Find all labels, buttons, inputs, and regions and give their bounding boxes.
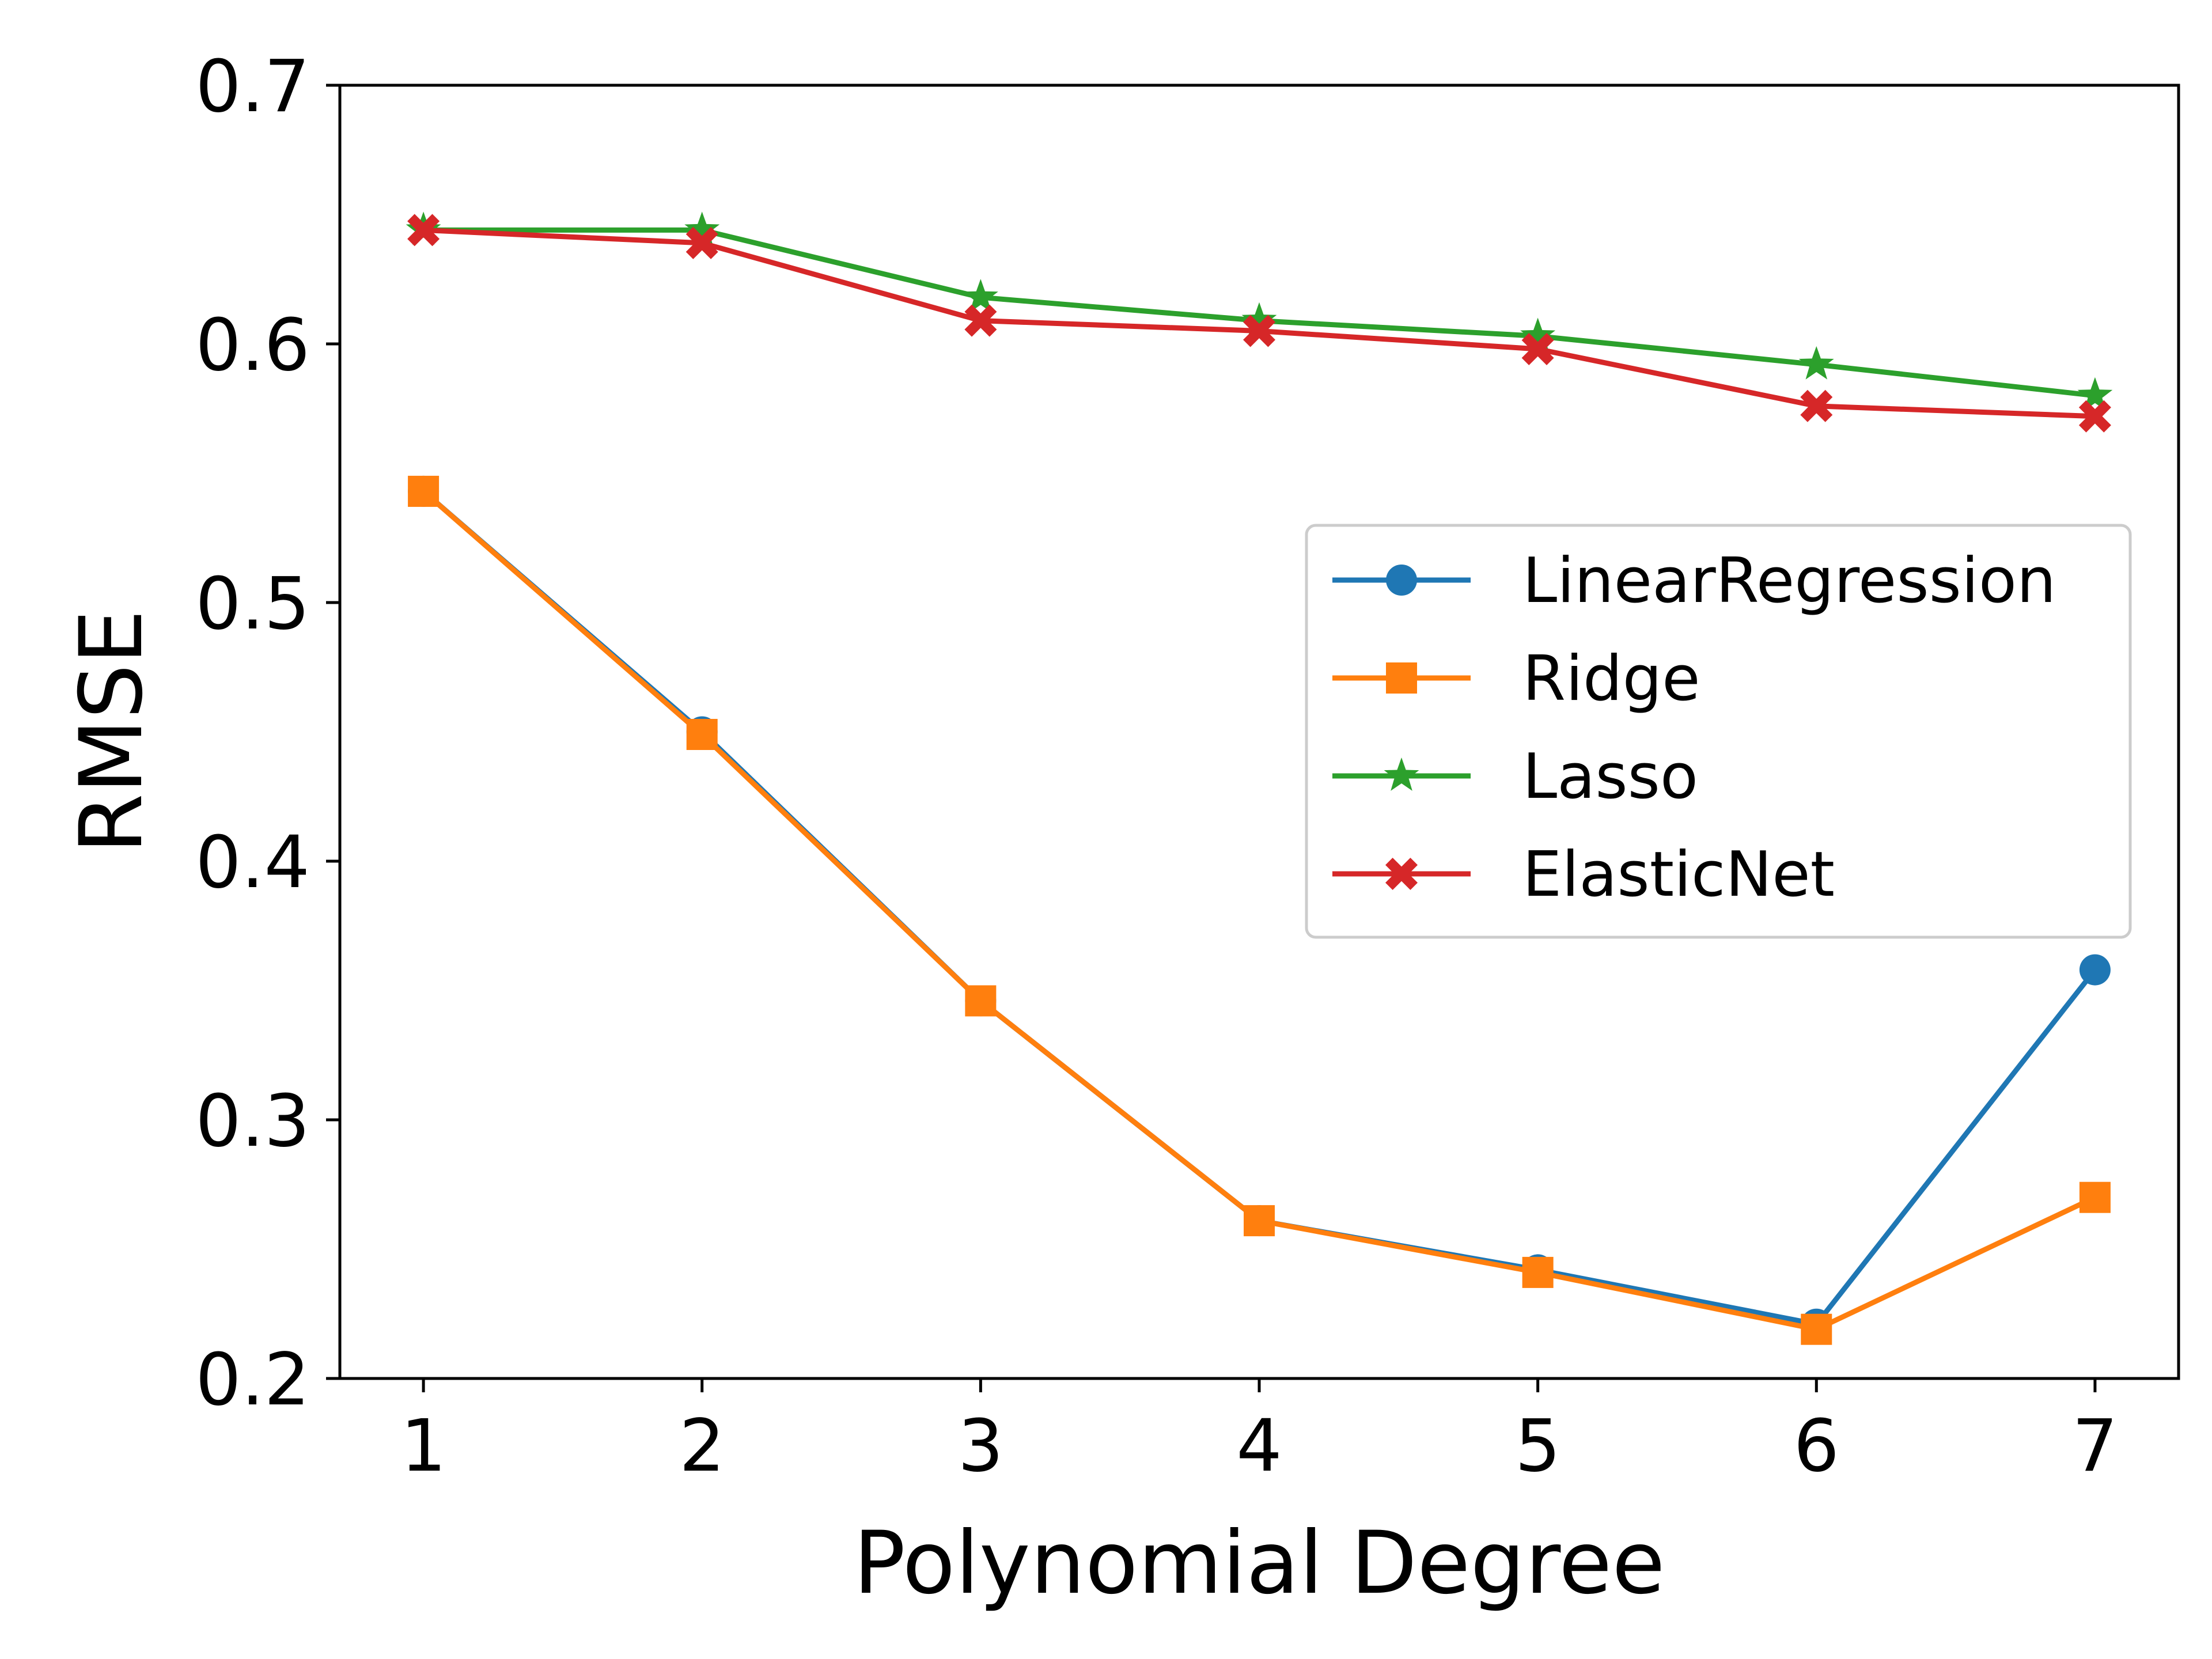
elasticnet-point	[1243, 315, 1275, 347]
legend-label: LinearRegression	[1522, 545, 2056, 617]
linearregression-point	[2079, 954, 2111, 986]
ridge-point	[408, 475, 440, 507]
elasticnet-point	[407, 214, 440, 247]
legend-swatch-marker	[1384, 757, 1419, 791]
ridge-point	[1801, 1313, 1832, 1345]
y-tick-label: 0.4	[195, 821, 310, 904]
ridge-point	[2079, 1181, 2111, 1213]
ticks-layer: 1 2 3 4 5 6 7 0.2 0.3 0.4 0.5 0.6 0.7	[195, 45, 2118, 1488]
ridge-point	[965, 985, 997, 1017]
x-tick-label: 5	[1515, 1404, 1561, 1488]
elasticnet-point	[685, 226, 718, 259]
elasticnet-point	[1800, 389, 1833, 422]
plot-frame	[338, 84, 2180, 1380]
legend-label: Lasso	[1522, 741, 1698, 813]
x-tick-label: 1	[400, 1404, 446, 1488]
legend-label: Ridge	[1522, 643, 1700, 715]
y-tick-label: 0.2	[195, 1338, 310, 1422]
x-tick-label: 4	[1236, 1404, 1282, 1488]
y-tick-label: 0.7	[195, 45, 310, 128]
elasticnet-point	[2078, 400, 2111, 433]
x-tick-label: 7	[2072, 1404, 2118, 1488]
legend-swatch-marker	[1386, 662, 1417, 694]
lasso-point	[963, 279, 998, 313]
y-tick-label: 0.3	[195, 1080, 310, 1163]
series-ridge	[408, 475, 2111, 1345]
ridge-point	[1522, 1256, 1554, 1288]
y-tick-label: 0.5	[195, 562, 310, 646]
legend-item-ridge: Ridge	[1332, 643, 1700, 715]
x-tick-label: 3	[958, 1404, 1004, 1488]
lasso-point	[1520, 317, 1556, 351]
legend-swatch-marker	[1386, 565, 1417, 596]
legend-item-lasso: Lasso	[1332, 741, 1698, 813]
lasso-point	[2077, 377, 2113, 411]
legend: LinearRegression Ridge Lasso ElasticNet	[1305, 524, 2132, 939]
x-axis-title: Polynomial Degree	[853, 1513, 1665, 1613]
elasticnet-point	[964, 304, 997, 337]
legend-item-linearregression: LinearRegression	[1332, 545, 2056, 617]
series-layer	[406, 211, 2113, 1345]
legend-item-elasticnet: ElasticNet	[1332, 839, 1835, 911]
x-tick-label: 6	[1794, 1404, 1840, 1488]
y-axis-title: RMSE	[62, 609, 162, 854]
series-elasticnet	[407, 214, 2111, 433]
legend-label: ElasticNet	[1522, 839, 1835, 911]
y-tick-label: 0.6	[195, 304, 310, 387]
lasso-point	[684, 211, 720, 245]
lasso-point	[1798, 346, 1834, 380]
legend-box	[1305, 524, 2132, 939]
x-tick-label: 2	[679, 1404, 725, 1488]
elasticnet-point	[1521, 333, 1554, 365]
ridge-point	[1244, 1205, 1275, 1237]
lasso-point	[1241, 302, 1277, 336]
ridge-point	[686, 718, 718, 750]
legend-swatch-marker	[1385, 858, 1418, 890]
